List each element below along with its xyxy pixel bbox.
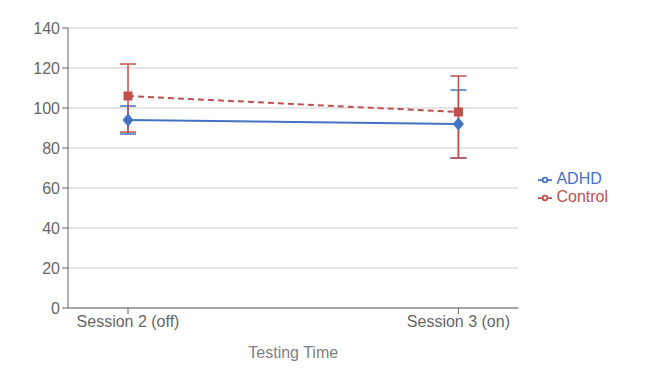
svg-text:140: 140: [33, 20, 60, 37]
svg-text:80: 80: [42, 140, 60, 157]
svg-text:100: 100: [33, 100, 60, 117]
html-text:ADHD: ADHD: [556, 170, 602, 187]
svg-text:Session 3 (on): Session 3 (on): [407, 313, 510, 330]
svg-text:Session 2 (off): Session 2 (off): [77, 313, 180, 330]
svg-text:60: 60: [42, 180, 60, 197]
svg-text:40: 40: [42, 220, 60, 237]
svg-text:Testing Time: Testing Time: [248, 344, 338, 361]
html-text:Control: Control: [556, 188, 608, 205]
svg-text:120: 120: [33, 60, 60, 77]
svg-text:20: 20: [42, 260, 60, 277]
svg-text:0: 0: [51, 300, 60, 317]
